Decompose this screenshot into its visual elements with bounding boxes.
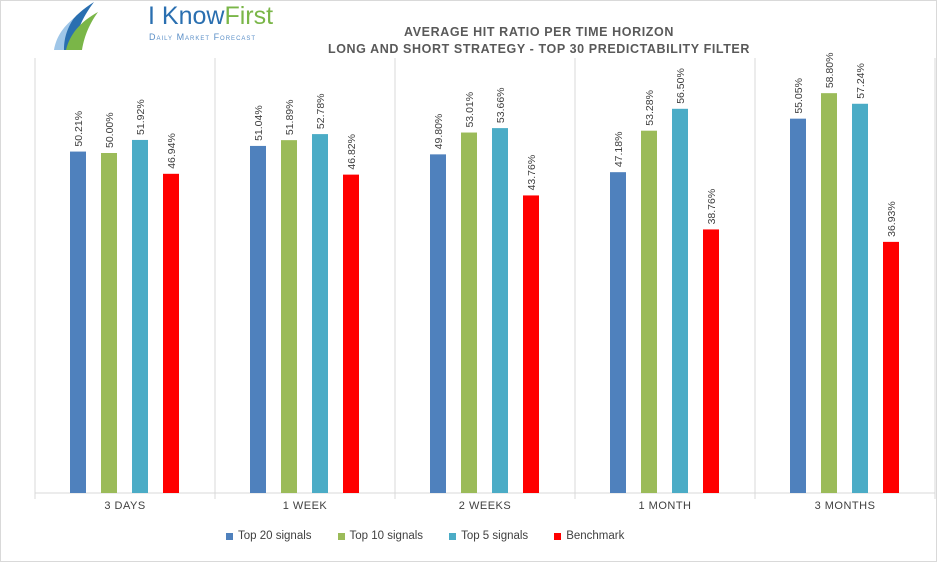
legend-label: Top 10 signals (349, 530, 424, 542)
logo-mark-icon (54, 2, 98, 50)
data-label: 49.80% (433, 114, 445, 150)
data-label: 55.05% (793, 78, 805, 114)
data-label: 52.78% (315, 93, 327, 129)
bar (790, 118, 806, 493)
bar (703, 229, 719, 493)
data-label: 43.76% (526, 155, 538, 191)
data-label: 57.24% (855, 63, 867, 99)
bar (821, 93, 837, 493)
legend-swatch (226, 532, 233, 540)
logo-tagline: Daily Market Forecast (149, 32, 257, 42)
data-label: 38.76% (706, 189, 718, 225)
bar (101, 153, 117, 493)
data-label: 36.93% (886, 201, 898, 237)
bar (343, 174, 359, 493)
legend-item: Top 10 signals (337, 530, 424, 542)
x-tick-label: 3 DAYS (104, 500, 145, 512)
data-label: 53.66% (495, 87, 507, 123)
bar (250, 145, 266, 494)
data-label: 47.18% (613, 132, 625, 168)
data-label: 58.80% (824, 53, 836, 89)
bar (312, 134, 328, 493)
bar (641, 130, 657, 494)
data-label: 46.82% (346, 134, 358, 170)
company-logo: I KnowFirst Daily Market Forecast (52, 0, 273, 52)
chart-title: AVERAGE HIT RATIO PER TIME HORIZON (404, 25, 674, 39)
bar (132, 139, 148, 493)
data-label: 51.92% (135, 99, 147, 135)
legend-swatch (554, 532, 562, 540)
data-label: 51.04% (253, 105, 265, 141)
x-tick-label: 1 MONTH (639, 500, 692, 512)
data-label: 46.94% (166, 133, 178, 169)
data-label: 50.00% (104, 112, 116, 148)
legend-label: Top 20 signals (238, 530, 312, 542)
bar (70, 151, 86, 493)
bar (852, 103, 868, 493)
bar (610, 172, 626, 493)
bar (672, 108, 688, 494)
bar (523, 195, 539, 493)
legend-item: Benchmark (554, 530, 624, 542)
x-tick-label: 2 WEEKS (459, 500, 511, 512)
logo-name-part2: First (224, 2, 274, 30)
bar (430, 154, 446, 494)
data-label: 53.01% (464, 92, 476, 128)
legend-label: Top 5 signals (461, 530, 529, 542)
data-label: 56.50% (675, 68, 687, 104)
x-tick-label: 3 MONTHS (815, 500, 876, 512)
bar (461, 132, 477, 494)
data-label: 51.89% (284, 100, 296, 136)
data-label: 53.28% (644, 90, 656, 126)
bar (163, 173, 179, 494)
data-label: 50.21% (73, 111, 85, 147)
legend-item: Top 5 signals (449, 530, 528, 542)
legend-item: Top 20 signals (226, 530, 312, 542)
bar (281, 140, 297, 493)
legend-label: Benchmark (566, 530, 625, 542)
x-tick-label: 1 WEEK (283, 500, 328, 512)
legend-swatch (337, 532, 345, 540)
chart-legend: Top 20 signals Top 10 signals Top 5 signal… (226, 530, 650, 542)
bar (883, 241, 899, 493)
bar (492, 128, 508, 493)
legend-swatch (449, 532, 457, 540)
chart-subtitle: LONG AND SHORT STRATEGY - TOP 30 PREDICT… (327, 42, 750, 56)
logo-name-part1: I Know (148, 2, 225, 30)
logo-name: I KnowFirst (148, 2, 273, 31)
